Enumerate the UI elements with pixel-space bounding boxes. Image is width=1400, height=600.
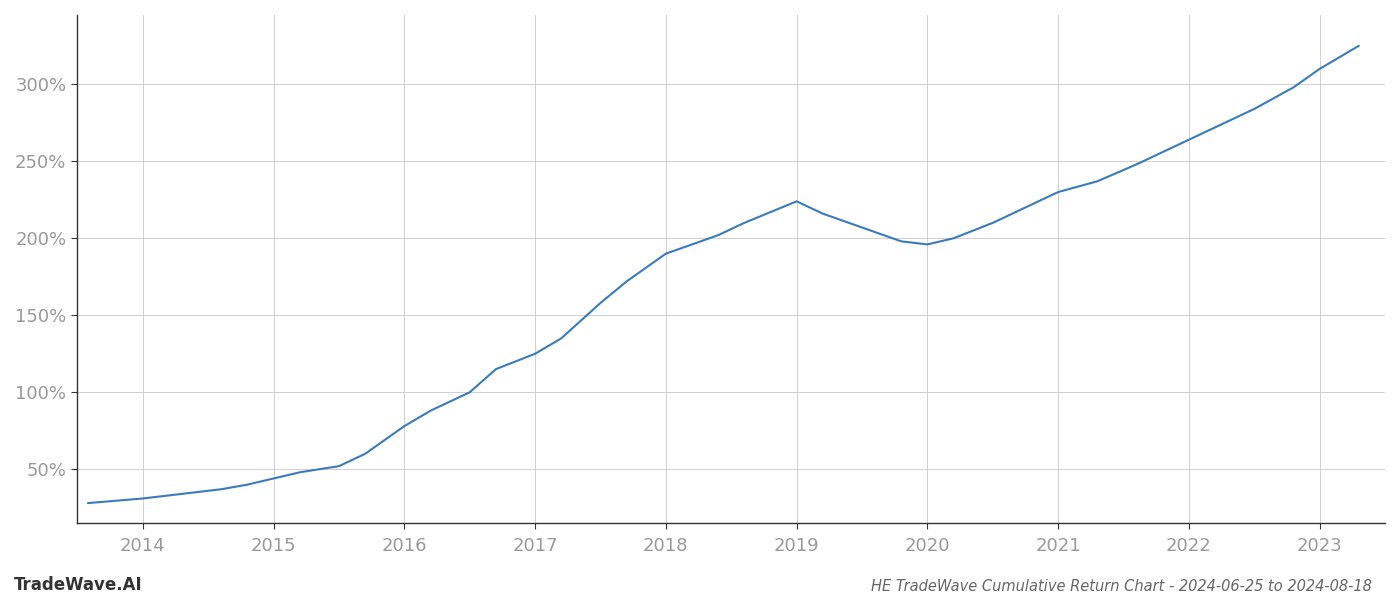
Text: HE TradeWave Cumulative Return Chart - 2024-06-25 to 2024-08-18: HE TradeWave Cumulative Return Chart - 2…	[871, 579, 1372, 594]
Text: TradeWave.AI: TradeWave.AI	[14, 576, 143, 594]
